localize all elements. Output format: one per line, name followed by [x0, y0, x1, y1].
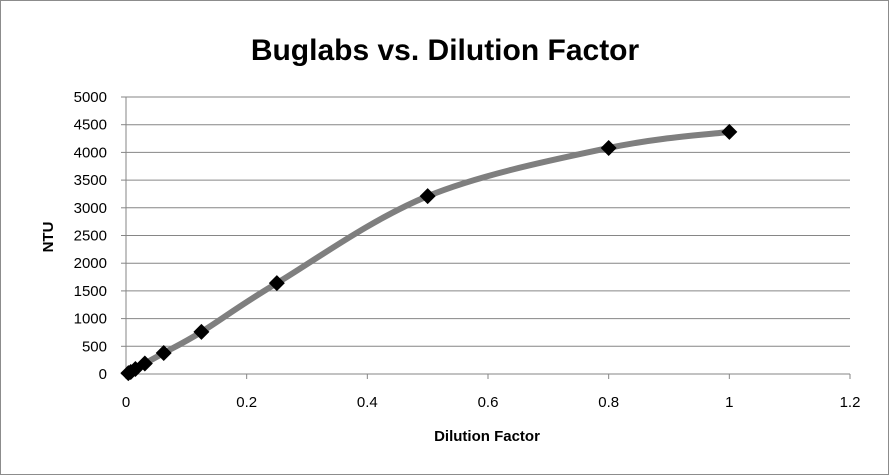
y-tick-label-1: 500	[82, 338, 107, 355]
grid-layer	[126, 96, 850, 347]
x-axis-title: Dilution Factor	[434, 428, 540, 445]
y-tick-label-4: 2000	[74, 255, 107, 272]
y-tick-label-8: 4000	[74, 144, 107, 161]
marker-layer	[120, 123, 738, 382]
data-point-5	[193, 323, 210, 340]
x-tick-label-1: 0.2	[236, 394, 257, 411]
y-tick-label-10: 5000	[74, 89, 107, 106]
x-tick-label-2: 0.4	[357, 394, 378, 411]
data-point-6	[268, 275, 285, 292]
x-tick-label-5: 1	[725, 394, 733, 411]
axes-layer	[121, 96, 851, 379]
trend-line	[125, 128, 733, 377]
x-tick-label-6: 1.2	[840, 394, 861, 411]
label-layer: 0 500 1000 1500 2000 2500 3000 3500 4000 4500 5000…	[74, 89, 861, 411]
y-tick-label-5: 2500	[74, 228, 107, 245]
data-point-9	[721, 123, 738, 140]
y-tick-label-7: 3500	[74, 172, 107, 189]
x-tick-label-3: 0.6	[478, 394, 499, 411]
trend-layer	[125, 128, 733, 377]
y-tick-label-2: 1000	[74, 311, 107, 328]
y-tick-label-3: 1500	[74, 283, 107, 300]
data-point-3	[136, 355, 153, 372]
y-tick-label-9: 4500	[74, 117, 107, 134]
y-tick-label-6: 3000	[74, 200, 107, 217]
data-point-7	[419, 188, 436, 205]
chart-title: Buglabs vs. Dilution Factor	[251, 34, 640, 67]
x-tick-label-0: 0	[122, 394, 130, 411]
y-tick-label-0: 0	[99, 366, 107, 383]
data-point-8	[600, 139, 617, 156]
x-tick-label-4: 0.8	[598, 394, 619, 411]
y-axis-title: NTU	[40, 222, 57, 253]
data-point-4	[155, 344, 172, 361]
